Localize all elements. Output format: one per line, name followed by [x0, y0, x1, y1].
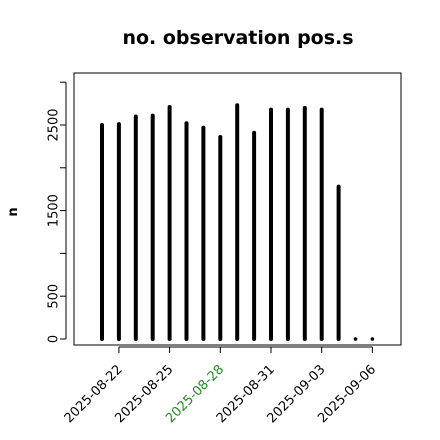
y-axis: 0 500 1500 2500	[47, 81, 67, 343]
y-tick-label: 500	[47, 284, 62, 309]
plot-frame	[73, 72, 402, 346]
y-tick-label: 0	[47, 335, 62, 343]
y-tick-label: 2500	[47, 108, 62, 141]
bar	[370, 337, 375, 341]
y-tick-label: 1500	[47, 194, 62, 227]
bar	[353, 337, 358, 341]
chart-title: no. observation pos.s	[122, 27, 353, 49]
y-axis-label: n	[6, 207, 21, 216]
bars	[100, 103, 375, 341]
x-axis: 2025-08-222025-08-252025-08-282025-08-31…	[62, 346, 379, 426]
